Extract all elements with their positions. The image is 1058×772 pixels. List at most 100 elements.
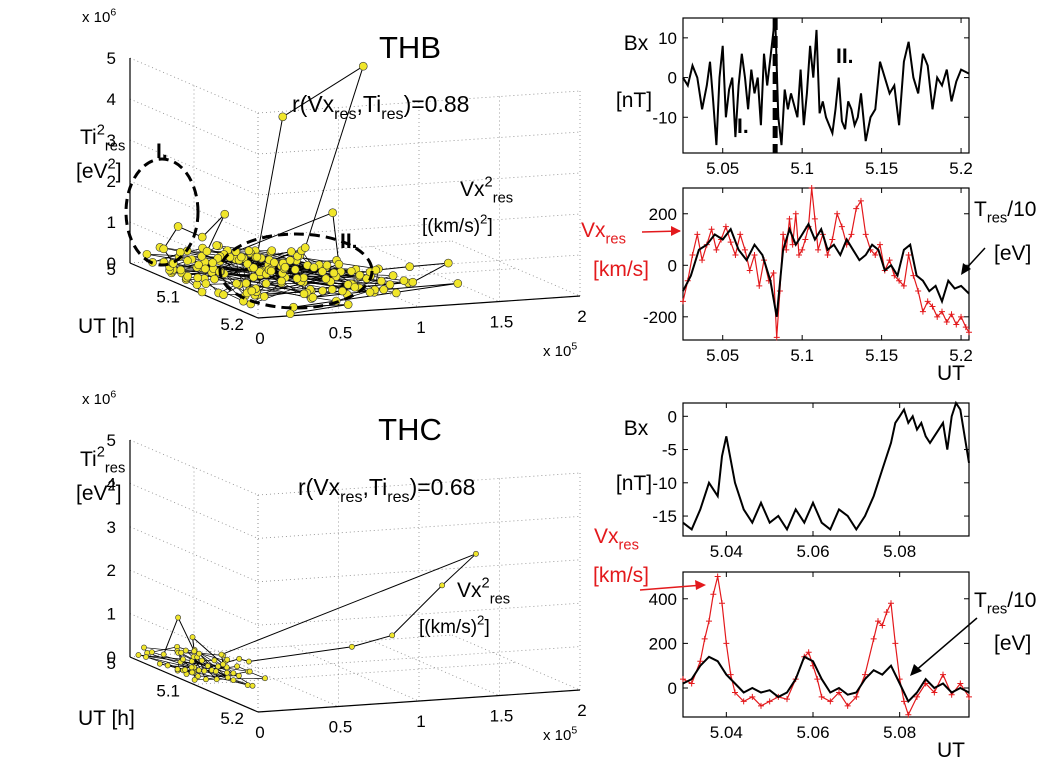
data-marker (915, 288, 922, 295)
data-point (385, 280, 395, 289)
data-marker (901, 698, 907, 705)
z-tick-label: 4 (107, 474, 116, 493)
data-point (196, 650, 202, 657)
x-axis-line (257, 689, 581, 713)
data-point (329, 268, 339, 278)
data-point (210, 274, 219, 284)
z-exponent-part: x 10 (82, 9, 110, 26)
x-tick-label: 2 (577, 307, 586, 326)
data-marker (699, 257, 706, 264)
vx-unit: [km/s] (593, 258, 649, 281)
vx-label-part: Vx (581, 219, 606, 242)
data-marker (792, 210, 799, 217)
data-segment (248, 646, 352, 662)
x-tick-label: 1.5 (490, 707, 514, 726)
data-point (322, 260, 332, 270)
z-axis-unit: [eV2​] (76, 157, 122, 183)
region-one-label: I. (737, 115, 749, 138)
x-axis-label: Vx2​res​ (460, 175, 513, 207)
vx-label-part: res (619, 537, 639, 553)
data-point (285, 309, 295, 319)
z-axis-unit: [eV2​] (76, 479, 122, 505)
data-marker (808, 185, 815, 191)
grid-line (129, 98, 259, 155)
data-marker (722, 223, 729, 230)
y-tick-label: 0 (668, 407, 677, 426)
z-axis-unit-part: ] (116, 160, 122, 183)
data-point (213, 668, 219, 675)
y-tick-label: -5 (662, 441, 677, 460)
z-tick-label: 5 (107, 49, 116, 68)
data-marker (877, 241, 884, 248)
data-point (195, 673, 201, 680)
data-point (391, 288, 401, 298)
data-point (261, 279, 271, 288)
region-one-ellipse (124, 157, 200, 267)
data-point (174, 666, 181, 673)
data-marker (732, 689, 738, 696)
temperature-unit: [eV] (994, 632, 1031, 655)
data-marker (802, 236, 809, 243)
y-tick-label: 0 (668, 69, 677, 88)
z-axis-label: Ti2​res​ (80, 445, 125, 477)
grid-line (290, 251, 420, 308)
data-segment (304, 66, 364, 248)
data-marker (749, 693, 756, 700)
x-tick-label: 0.5 (329, 718, 353, 737)
correlation-annotation: r(Vxres​,Tires​)=0.68 (298, 474, 475, 506)
data-point (243, 259, 252, 269)
data-point (188, 664, 195, 671)
data-marker (783, 246, 790, 253)
data-point (223, 664, 230, 671)
data-marker (795, 251, 802, 258)
x-axis-label-part: res (490, 591, 510, 607)
data-marker (714, 573, 721, 580)
data-marker (892, 640, 899, 647)
series-line-vx (682, 187, 970, 338)
grid-line (210, 651, 339, 707)
data-point (182, 647, 189, 654)
data-marker (862, 231, 869, 238)
data-segment (235, 212, 333, 253)
data-point (267, 246, 277, 255)
x-tick-label: 5.04 (710, 723, 743, 742)
data-point (178, 649, 185, 656)
data-point (236, 252, 246, 262)
data-point (350, 282, 360, 292)
grid-line (257, 516, 581, 539)
data-point (321, 274, 331, 284)
temperature-label: Tres​/10 (974, 589, 1036, 617)
data-marker (770, 270, 777, 277)
data-point (252, 252, 262, 262)
data-point (159, 244, 168, 254)
data-marker (857, 197, 864, 204)
data-point (180, 656, 186, 663)
data-marker (834, 210, 841, 217)
x-axis-label-part: Vx (460, 178, 485, 201)
data-marker (910, 272, 917, 279)
x-exponent-part: x 10 (543, 343, 571, 360)
data-point (232, 279, 241, 288)
data-point (204, 663, 211, 669)
data-marker (740, 698, 747, 705)
x-tick-label: 0 (255, 723, 264, 742)
x-tick-label: 5.05 (706, 159, 739, 178)
z-tick-label: 0 (107, 254, 116, 273)
data-marker (756, 282, 763, 289)
axes-box (682, 402, 970, 537)
y-tick-label: 5.2 (220, 709, 244, 728)
x-exponent: x 105​ (543, 724, 577, 744)
x-axis-label: UT (937, 362, 965, 385)
data-segment (221, 553, 477, 656)
data-point (142, 249, 152, 259)
data-point (285, 256, 295, 265)
x-axis-unit: [(km/s)2​] (422, 211, 493, 237)
y-axis-label: Bx (624, 417, 649, 440)
data-marker (919, 308, 926, 315)
z-axis-unit-part: ] (116, 482, 122, 505)
x-tick-label: 2 (577, 701, 586, 720)
data-point (280, 262, 290, 272)
data-marker (931, 689, 938, 696)
z-axis-label-part: res (105, 138, 125, 154)
